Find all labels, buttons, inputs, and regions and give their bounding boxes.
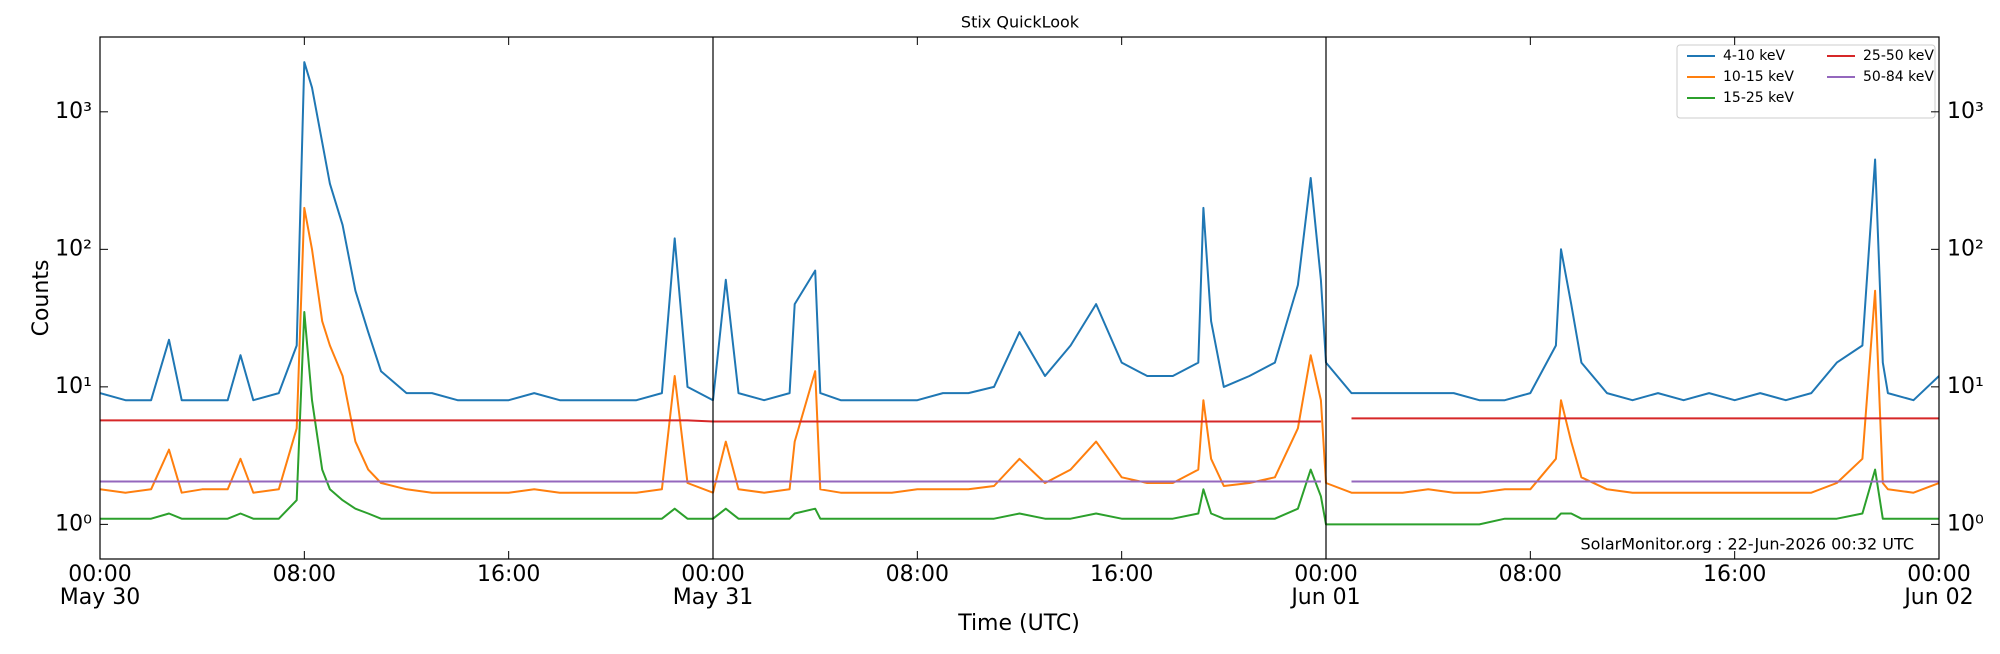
y-tick-label: 10¹ (55, 374, 92, 399)
y-tick-label: 10³ (1947, 99, 1984, 124)
x-tick-label: 08:00 (886, 562, 949, 587)
legend-label: 10-15 keV (1723, 69, 1794, 85)
y-tick-label: 10³ (55, 99, 92, 124)
x-tick-label: 00:00 (1907, 562, 1970, 587)
plot-area (100, 61, 1939, 526)
x-tick-label: 16:00 (1090, 562, 1153, 587)
data-line (100, 311, 1939, 526)
x-tick-label: 00:00 (1294, 562, 1357, 587)
x-tick-date: Jun 02 (1902, 585, 1973, 610)
y-axis-label: Counts (29, 260, 54, 337)
x-tick-date: May 31 (673, 585, 753, 610)
data-line (100, 206, 1939, 494)
annotation: SolarMonitor.org : 22-Jun-2026 00:32 UTC (1580, 535, 1914, 554)
chart-title: Stix QuickLook (961, 13, 1080, 32)
y-tick-label: 10² (55, 236, 92, 261)
x-tick-label: 00:00 (68, 562, 131, 587)
plot-frame (99, 36, 1940, 560)
y-tick-label: 10¹ (1947, 374, 1984, 399)
x-axis-label: Time (UTC) (957, 611, 1080, 636)
x-tick-label: 00:00 (681, 562, 744, 587)
legend-label: 50-84 keV (1863, 69, 1934, 85)
data-line (100, 61, 1939, 402)
x-tick-label: 08:00 (273, 562, 336, 587)
x-tick-label: 16:00 (477, 562, 540, 587)
y-tick-label: 10⁰ (1947, 511, 1984, 536)
legend: 4-10 keV 10-15 keV 15-25 keV 25-50 keV 50-84… (1676, 44, 1936, 119)
y-tick-label: 10⁰ (55, 511, 92, 536)
legend-label: 15-25 keV (1723, 90, 1794, 106)
legend-box (1676, 44, 1936, 119)
x-tick-date: May 30 (60, 585, 140, 610)
data-line (100, 417, 1939, 423)
x-tick-label: 16:00 (1703, 562, 1766, 587)
x-tick-label: 08:00 (1499, 562, 1562, 587)
x-tick-date: Jun 01 (1289, 585, 1360, 610)
legend-label: 25-50 keV (1863, 48, 1934, 64)
legend-label: 4-10 keV (1723, 48, 1785, 64)
y-tick-label: 10² (1947, 236, 1984, 261)
